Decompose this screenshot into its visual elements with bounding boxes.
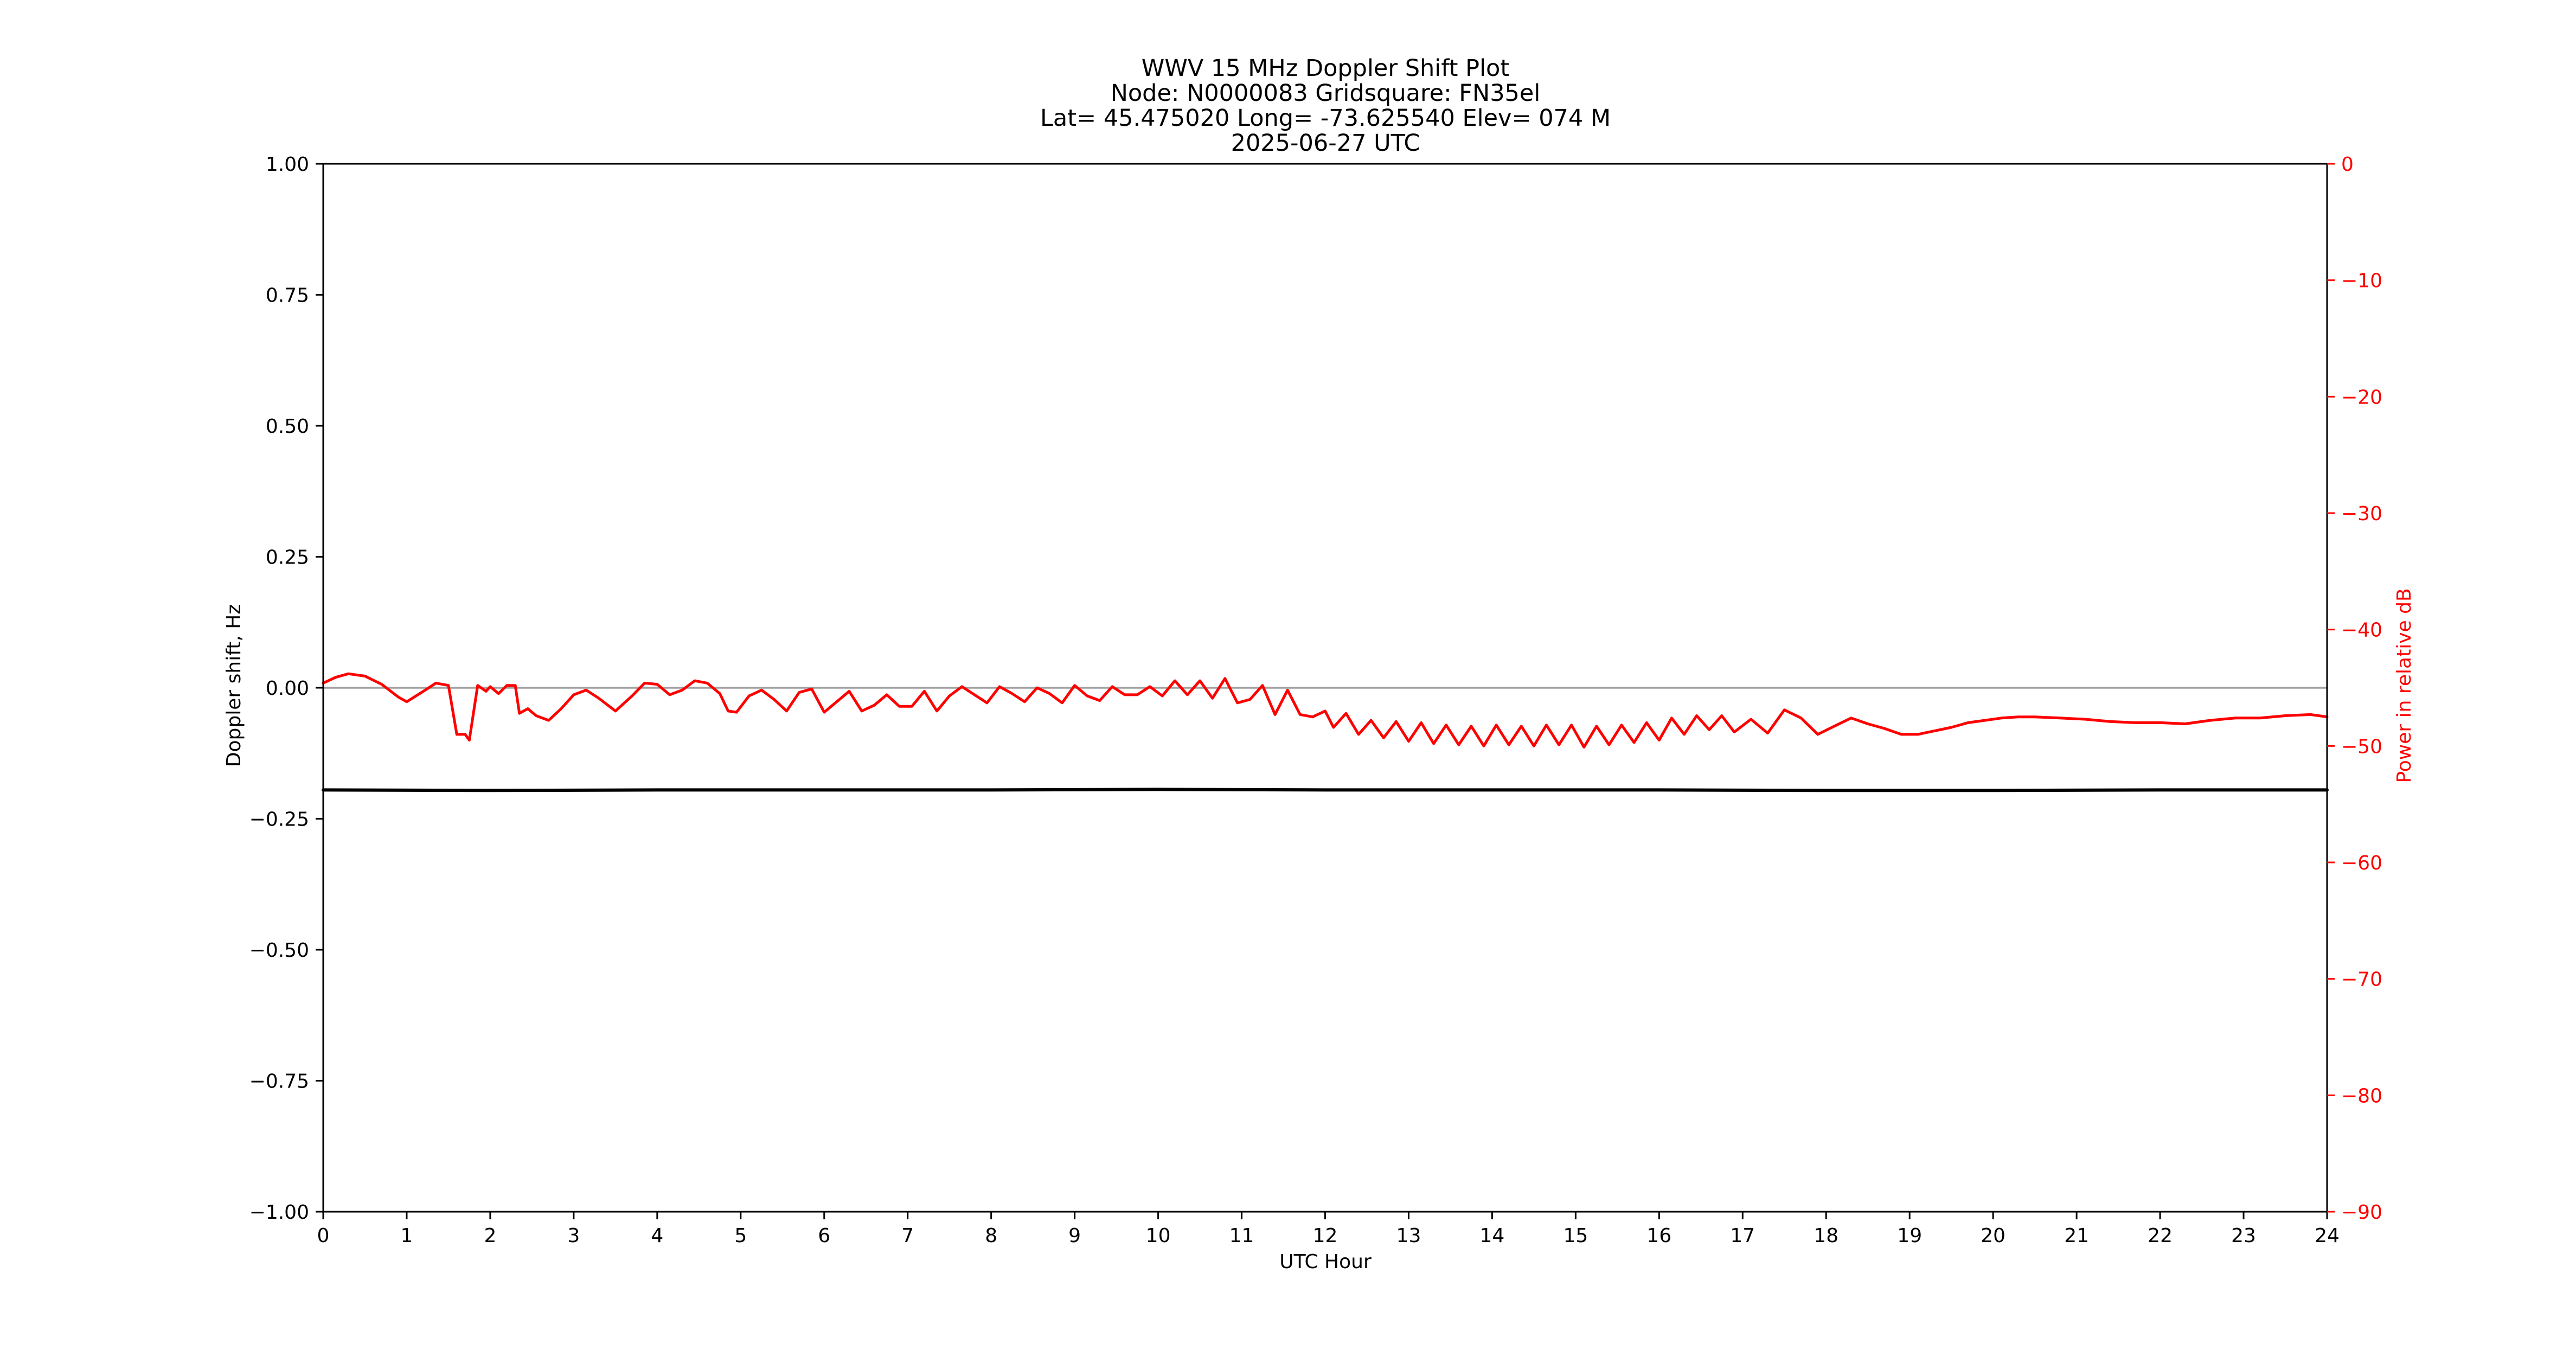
x-tick-label: 2 xyxy=(484,1225,496,1247)
x-tick-label: 3 xyxy=(567,1225,580,1247)
y-tick-label: 0.25 xyxy=(266,547,309,569)
y-tick-label: −1.00 xyxy=(249,1201,309,1224)
x-tick-label: 0 xyxy=(317,1225,330,1247)
x-tick-label: 24 xyxy=(2315,1225,2340,1247)
x-tick-label: 5 xyxy=(734,1225,747,1247)
x-tick-label: 18 xyxy=(1814,1225,1838,1247)
y-right-tick-label: −30 xyxy=(2341,503,2382,525)
chart-title: WWV 15 MHz Doppler Shift Plot Node: N000… xyxy=(1040,55,1611,157)
x-tick-label: 8 xyxy=(985,1225,997,1247)
y-right-tick-label: −90 xyxy=(2341,1201,2382,1224)
x-tick-label: 17 xyxy=(1730,1225,1755,1247)
y-axis-right-label: Power in relative dB xyxy=(2393,588,2415,783)
x-tick-label: 6 xyxy=(818,1225,830,1247)
y-right-tick-label: 0 xyxy=(2341,153,2354,176)
y-tick-label: −0.75 xyxy=(249,1071,309,1093)
y-tick-label: 0.75 xyxy=(266,285,309,307)
x-axis-label: UTC Hour xyxy=(1279,1251,1372,1273)
chart-title-line-1: WWV 15 MHz Doppler Shift Plot xyxy=(1142,55,1509,82)
x-tick-label: 16 xyxy=(1646,1225,1671,1247)
y-right-tick-label: −40 xyxy=(2341,619,2382,642)
x-tick-label: 21 xyxy=(2064,1225,2089,1247)
x-tick-label: 22 xyxy=(2148,1225,2173,1247)
y-tick-label: −0.25 xyxy=(249,809,309,831)
y-right-tick-label: −10 xyxy=(2341,270,2382,292)
chart-title-line-4: 2025-06-27 UTC xyxy=(1231,130,1420,157)
x-tick-label: 14 xyxy=(1480,1225,1505,1247)
chart-title-line-2: Node: N0000083 Gridsquare: FN35el xyxy=(1111,80,1541,107)
power-series-line xyxy=(322,672,2329,749)
x-tick-label: 20 xyxy=(1981,1225,2005,1247)
y-axis-right: 0 −10 −20 −30 −40 −50 −60 −70 −80 −90 xyxy=(2327,153,2382,1224)
y-right-tick-label: −20 xyxy=(2341,386,2382,408)
y-tick-label: 0.00 xyxy=(266,677,309,700)
x-tick-label: 4 xyxy=(651,1225,663,1247)
y-right-tick-label: −50 xyxy=(2341,735,2382,758)
y-tick-label: 0.50 xyxy=(266,415,309,438)
x-tick-label: 10 xyxy=(1146,1225,1171,1247)
x-tick-label: 19 xyxy=(1897,1225,1922,1247)
x-tick-label: 15 xyxy=(1563,1225,1588,1247)
x-axis: 0 1 2 3 4 5 6 7 8 9 10 11 12 13 14 15 16 17 18 19 20 21 22 23 24 xyxy=(317,1212,2340,1247)
y-right-tick-label: −70 xyxy=(2341,969,2382,991)
y-right-tick-label: −60 xyxy=(2341,852,2382,874)
x-tick-label: 11 xyxy=(1229,1225,1254,1247)
y-axis-label: Doppler shift, Hz xyxy=(223,604,245,767)
y-right-tick-label: −80 xyxy=(2341,1085,2382,1107)
x-tick-label: 9 xyxy=(1068,1225,1081,1247)
x-tick-label: 13 xyxy=(1396,1225,1421,1247)
x-tick-label: 1 xyxy=(401,1225,413,1247)
y-tick-label: 1.00 xyxy=(266,153,309,176)
x-tick-label: 7 xyxy=(901,1225,914,1247)
x-tick-label: 23 xyxy=(2231,1225,2256,1247)
y-tick-label: −0.50 xyxy=(249,939,309,962)
y-axis-left: 1.00 0.75 0.50 0.25 0.00 −0.25 −0.50 −0.75 −1.00 xyxy=(249,153,323,1224)
doppler-series-line xyxy=(322,788,2329,792)
chart-title-line-3: Lat= 45.475020 Long= -73.625540 Elev= 07… xyxy=(1040,105,1611,132)
x-tick-label: 12 xyxy=(1313,1225,1338,1247)
